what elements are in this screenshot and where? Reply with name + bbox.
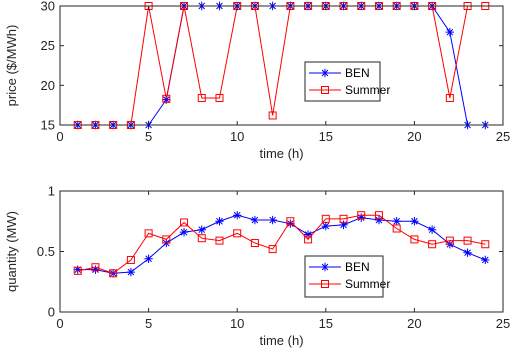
- axes-box: [59, 5, 504, 126]
- x-tick-label: 0: [56, 316, 63, 331]
- series-line-ben: [77, 214, 486, 274]
- legend-label-summer: Summer: [345, 83, 390, 97]
- data-point-ben: [162, 95, 171, 104]
- data-point-ben: [339, 220, 348, 230]
- x-tick-label: 20: [407, 316, 421, 331]
- legend-marker-summer: [321, 86, 329, 94]
- x-tick-label: 5: [145, 316, 152, 331]
- legend-marker-ben: [320, 68, 330, 78]
- series-summer: [73, 211, 490, 278]
- data-point-ben: [91, 265, 100, 274]
- data-point-summer: [233, 229, 242, 238]
- x-tick-label: 15: [319, 129, 333, 144]
- data-point-summer: [410, 235, 419, 244]
- x-tick-label: 5: [145, 129, 152, 144]
- y-tick-label: 0: [48, 305, 55, 320]
- chart-panel-1: 0 5 10 15 20 25 15 20 25 30 time (h) price ($/MWh) B…: [4, 0, 510, 161]
- legend-marker-summer: [321, 280, 329, 288]
- x-tick-label: 10: [230, 129, 244, 144]
- data-point-summer: [197, 234, 206, 243]
- data-point-ben: [357, 213, 366, 222]
- plot-area: [60, 191, 503, 312]
- y-tick-label: 20: [41, 78, 55, 93]
- y-tick-label: 30: [41, 0, 55, 14]
- data-point-summer: [197, 94, 206, 103]
- data-point-summer: [445, 94, 454, 103]
- data-point-ben: [73, 265, 82, 274]
- data-point-summer: [392, 224, 401, 233]
- data-point-summer: [215, 236, 224, 245]
- data-point-summer: [339, 214, 348, 223]
- data-point-ben: [463, 248, 472, 257]
- y-axis-label: price ($/MWh): [4, 25, 19, 107]
- data-point-ben: [410, 217, 419, 226]
- data-point-summer: [357, 211, 366, 220]
- data-point-summer: [463, 236, 472, 245]
- data-point-summer: [250, 239, 259, 248]
- x-tick-label: 0: [56, 129, 63, 144]
- data-point-summer: [268, 245, 277, 254]
- data-point-summer: [445, 236, 454, 245]
- data-point-ben: [250, 215, 260, 225]
- y-axis-label: quantity (MW): [4, 211, 19, 292]
- data-point-summer: [268, 111, 277, 120]
- data-point-ben: [321, 221, 330, 231]
- data-point-summer: [180, 218, 189, 227]
- legend-label-ben: BEN: [345, 260, 370, 274]
- legend-label-ben: BEN: [345, 66, 370, 80]
- data-point-ben: [268, 215, 277, 225]
- data-point-summer: [109, 269, 118, 278]
- legend-marker-ben: [320, 262, 330, 272]
- data-point-ben: [179, 227, 189, 237]
- data-point-summer: [73, 266, 82, 275]
- series-line-summer: [77, 214, 486, 274]
- data-point-ben: [233, 211, 242, 220]
- data-point-ben: [445, 27, 455, 37]
- data-point-summer: [374, 211, 383, 220]
- data-point-summer: [144, 229, 153, 238]
- x-tick-label: 20: [407, 129, 421, 144]
- legend: BEN Summer: [304, 255, 390, 298]
- x-tick-label: 25: [496, 129, 510, 144]
- y-tick-label: 1: [48, 184, 55, 199]
- plot-area: [60, 6, 503, 125]
- x-tick-label: 25: [496, 316, 510, 331]
- data-point-ben: [427, 225, 437, 234]
- x-tick-label: 10: [230, 316, 244, 331]
- data-point-summer: [428, 240, 437, 249]
- y-tick-label: 15: [41, 118, 55, 133]
- legend-box: [304, 61, 381, 102]
- data-point-summer: [286, 217, 295, 226]
- data-point-ben: [286, 219, 295, 228]
- x-axis-label: time (h): [259, 146, 303, 161]
- data-point-ben: [481, 255, 490, 265]
- data-point-ben: [303, 230, 313, 239]
- data-point-ben: [197, 225, 206, 234]
- data-point-ben: [126, 267, 136, 277]
- data-point-summer: [162, 235, 171, 244]
- data-point-summer: [215, 94, 224, 103]
- legend-label-summer: Summer: [345, 277, 390, 291]
- y-tick-label: 0.5: [37, 244, 55, 259]
- legend-box: [304, 255, 384, 298]
- data-point-summer: [481, 240, 490, 249]
- chart-panel-2: 0 5 10 15 20 25 0 0.5 1 time (h) quantity (MW) BEN S…: [4, 184, 510, 349]
- x-axis-label: time (h): [259, 333, 303, 348]
- data-point-ben: [374, 215, 384, 225]
- data-point-summer: [91, 263, 100, 272]
- y-tick-label: 25: [41, 38, 55, 53]
- data-point-ben: [392, 217, 401, 226]
- data-point-ben: [144, 254, 153, 263]
- data-point-summer: [321, 214, 330, 223]
- data-point-ben: [215, 217, 224, 226]
- legend: BEN Summer: [304, 61, 390, 102]
- data-point-summer: [126, 255, 135, 264]
- data-point-summer: [162, 94, 171, 103]
- x-tick-label: 15: [319, 316, 333, 331]
- data-point-summer: [304, 235, 313, 244]
